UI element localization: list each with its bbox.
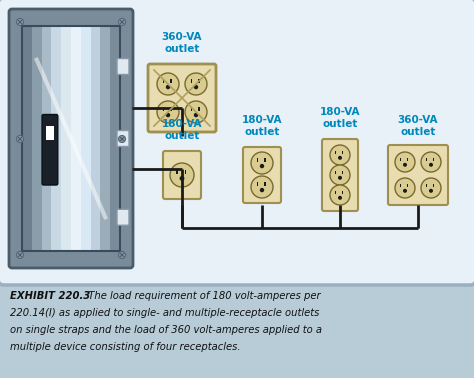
Circle shape (395, 152, 415, 172)
Text: multiple device consisting of four receptacles.: multiple device consisting of four recep… (10, 342, 240, 352)
FancyBboxPatch shape (163, 151, 201, 199)
Circle shape (166, 113, 170, 117)
Circle shape (17, 19, 24, 25)
Bar (400, 158, 401, 161)
Circle shape (194, 85, 198, 89)
Circle shape (118, 135, 126, 143)
Bar (0, 283, 474, 378)
FancyBboxPatch shape (322, 139, 358, 211)
Bar (400, 184, 401, 187)
Bar (264, 158, 266, 162)
Bar (342, 150, 344, 154)
Bar (335, 170, 337, 174)
Circle shape (17, 135, 24, 143)
FancyBboxPatch shape (42, 115, 58, 185)
Text: on single straps and the load of 360 volt-amperes applied to a: on single straps and the load of 360 vol… (10, 325, 322, 335)
Circle shape (429, 163, 433, 167)
Circle shape (251, 152, 273, 174)
Circle shape (185, 73, 207, 95)
Circle shape (338, 196, 342, 200)
FancyBboxPatch shape (388, 145, 448, 205)
Bar (335, 150, 337, 154)
Bar (46, 126, 54, 139)
Bar (342, 191, 344, 194)
Bar (191, 107, 192, 112)
Bar (407, 184, 409, 187)
Bar (433, 184, 435, 187)
Circle shape (157, 73, 179, 95)
Bar (426, 184, 428, 187)
FancyBboxPatch shape (243, 147, 281, 203)
Bar (22, 26, 32, 251)
Circle shape (194, 113, 198, 117)
Bar (71, 26, 82, 251)
Circle shape (260, 188, 264, 192)
Bar (256, 182, 258, 186)
Circle shape (157, 101, 179, 123)
FancyBboxPatch shape (117, 209, 129, 225)
Bar (110, 26, 120, 251)
Circle shape (338, 176, 342, 180)
Circle shape (118, 19, 126, 25)
Text: The load requirement of 180 volt-amperes per: The load requirement of 180 volt-amperes… (82, 291, 320, 301)
Circle shape (421, 152, 441, 172)
Bar (184, 170, 186, 174)
Bar (163, 107, 164, 112)
Circle shape (185, 101, 207, 123)
Bar (264, 182, 266, 186)
FancyBboxPatch shape (148, 64, 216, 132)
Text: 180-VA
outlet: 180-VA outlet (242, 115, 282, 137)
Circle shape (170, 163, 194, 187)
Bar (163, 79, 164, 83)
Bar (256, 158, 258, 162)
FancyBboxPatch shape (0, 0, 474, 285)
Text: EXHIBIT 220.3: EXHIBIT 220.3 (10, 291, 90, 301)
Circle shape (395, 178, 415, 198)
FancyBboxPatch shape (117, 130, 129, 147)
Circle shape (17, 251, 24, 259)
FancyBboxPatch shape (117, 59, 129, 74)
Bar (91, 26, 101, 251)
Bar (42, 26, 52, 251)
Bar (22, 26, 120, 251)
Bar (51, 26, 62, 251)
Circle shape (429, 189, 433, 193)
Bar (32, 26, 42, 251)
Circle shape (330, 165, 350, 185)
Text: 360-VA
outlet: 360-VA outlet (162, 32, 202, 54)
FancyBboxPatch shape (9, 9, 133, 268)
Text: 360-VA
outlet: 360-VA outlet (398, 115, 438, 137)
Circle shape (166, 85, 170, 89)
Bar (191, 79, 192, 83)
Bar (81, 26, 91, 251)
Bar (198, 107, 200, 112)
Circle shape (338, 156, 342, 160)
Circle shape (403, 163, 407, 167)
Bar (170, 79, 172, 83)
Bar (433, 158, 435, 161)
Bar (198, 79, 200, 83)
Circle shape (251, 176, 273, 198)
Circle shape (330, 185, 350, 205)
Bar (170, 107, 172, 112)
Circle shape (260, 164, 264, 168)
Text: 180-VA
outlet: 180-VA outlet (320, 107, 360, 129)
Bar (61, 26, 72, 251)
Circle shape (403, 189, 407, 193)
Text: 220.14(I) as applied to single- and multiple-receptacle outlets: 220.14(I) as applied to single- and mult… (10, 308, 319, 318)
Circle shape (180, 176, 184, 181)
Bar (342, 170, 344, 174)
Circle shape (421, 178, 441, 198)
Bar (176, 170, 178, 174)
Bar (100, 26, 111, 251)
Bar (407, 158, 409, 161)
Circle shape (118, 251, 126, 259)
Text: 180-VA
outlet: 180-VA outlet (162, 119, 202, 141)
Circle shape (330, 145, 350, 165)
Bar (426, 158, 428, 161)
Bar (335, 191, 337, 194)
